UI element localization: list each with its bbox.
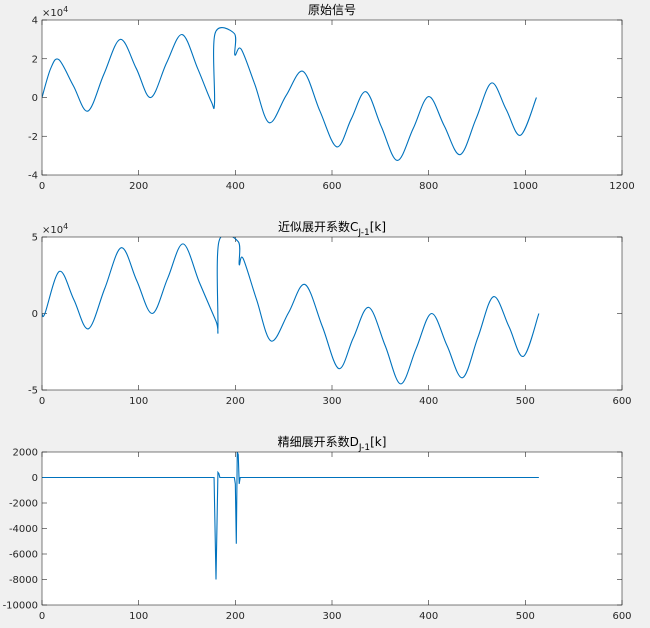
y-tick-label: -5	[28, 386, 38, 397]
exponent-base: ×10	[42, 225, 63, 236]
plot-area	[42, 237, 622, 390]
y-tick-label: -8000	[9, 575, 38, 586]
chart-title: 近似展开系数CJ-1[k]	[278, 219, 386, 238]
exponent-power: 4	[63, 5, 68, 14]
y-tick-label: -2	[28, 132, 38, 143]
x-tick-label: 500	[516, 611, 535, 622]
y-tick-label: -4	[28, 171, 38, 182]
x-tick-label: 300	[322, 611, 341, 622]
x-tick-label: 200	[129, 181, 148, 192]
y-tick-label: 0	[32, 473, 38, 484]
y-tick-label: 2	[32, 54, 38, 65]
y-tick-label: -2000	[9, 499, 38, 510]
chart-title: 精细展开系数DJ-1[k]	[278, 434, 387, 453]
title-main: 精细展开系数D	[278, 434, 359, 449]
axes: 精细展开系数DJ-1[k] 0 100 200 300 400 500 600 -10000 -8…	[3, 434, 632, 622]
title-subscript: J-1	[358, 443, 370, 453]
data-line	[42, 27, 537, 162]
x-tick-label: 200	[226, 611, 245, 622]
x-tick-label: 300	[322, 396, 341, 407]
data-line	[42, 452, 539, 580]
y-tick-label: -4000	[9, 524, 38, 535]
axes-frame	[41, 19, 623, 176]
x-tick-label: 100	[129, 611, 148, 622]
x-tick-label: 0	[39, 181, 45, 192]
x-tick-label: 800	[419, 181, 438, 192]
axes-frame	[41, 451, 623, 606]
x-tick-label: 400	[419, 396, 438, 407]
chart-title: 原始信号	[308, 3, 356, 17]
axes-frame	[41, 236, 623, 391]
title-main: 近似展开系数C	[278, 219, 358, 234]
x-tick-label: 1000	[513, 181, 538, 192]
y-tick-label: -10000	[3, 601, 38, 612]
x-tick-label: 100	[129, 396, 148, 407]
exponent-power: 4	[63, 222, 68, 231]
x-tick-label: 400	[419, 611, 438, 622]
title-subscript: J-1	[357, 228, 369, 238]
y-tick-label: 4	[32, 16, 38, 27]
y-tick-label: -6000	[9, 550, 38, 561]
title-main: 原始信号	[308, 3, 356, 17]
x-tick-label: 400	[226, 181, 245, 192]
x-tick-label: 0	[39, 611, 45, 622]
x-tick-label: 600	[322, 181, 341, 192]
y-exponent: ×104	[42, 5, 68, 19]
y-tick-label: 5	[32, 233, 38, 244]
x-tick-label: 200	[226, 396, 245, 407]
x-tick-label: 500	[516, 396, 535, 407]
y-exponent: ×104	[42, 222, 68, 236]
x-tick-label: 0	[39, 396, 45, 407]
x-tick-label: 600	[612, 611, 631, 622]
x-tick-label: 1200	[609, 181, 634, 192]
title-suffix: [k]	[370, 435, 386, 449]
y-tick-label: 0	[32, 93, 38, 104]
plot-area	[42, 20, 622, 175]
y-tick-label: 0	[32, 309, 38, 320]
y-tick-label: 2000	[13, 448, 38, 459]
plot-area	[42, 452, 622, 605]
x-tick-label: 600	[612, 396, 631, 407]
data-line	[42, 237, 540, 385]
exponent-base: ×10	[42, 8, 63, 19]
title-suffix: [k]	[370, 220, 386, 234]
